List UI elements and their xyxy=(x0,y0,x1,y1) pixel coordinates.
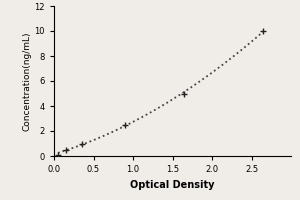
X-axis label: Optical Density: Optical Density xyxy=(130,180,215,190)
Y-axis label: Concentration(ng/mL): Concentration(ng/mL) xyxy=(23,31,32,131)
